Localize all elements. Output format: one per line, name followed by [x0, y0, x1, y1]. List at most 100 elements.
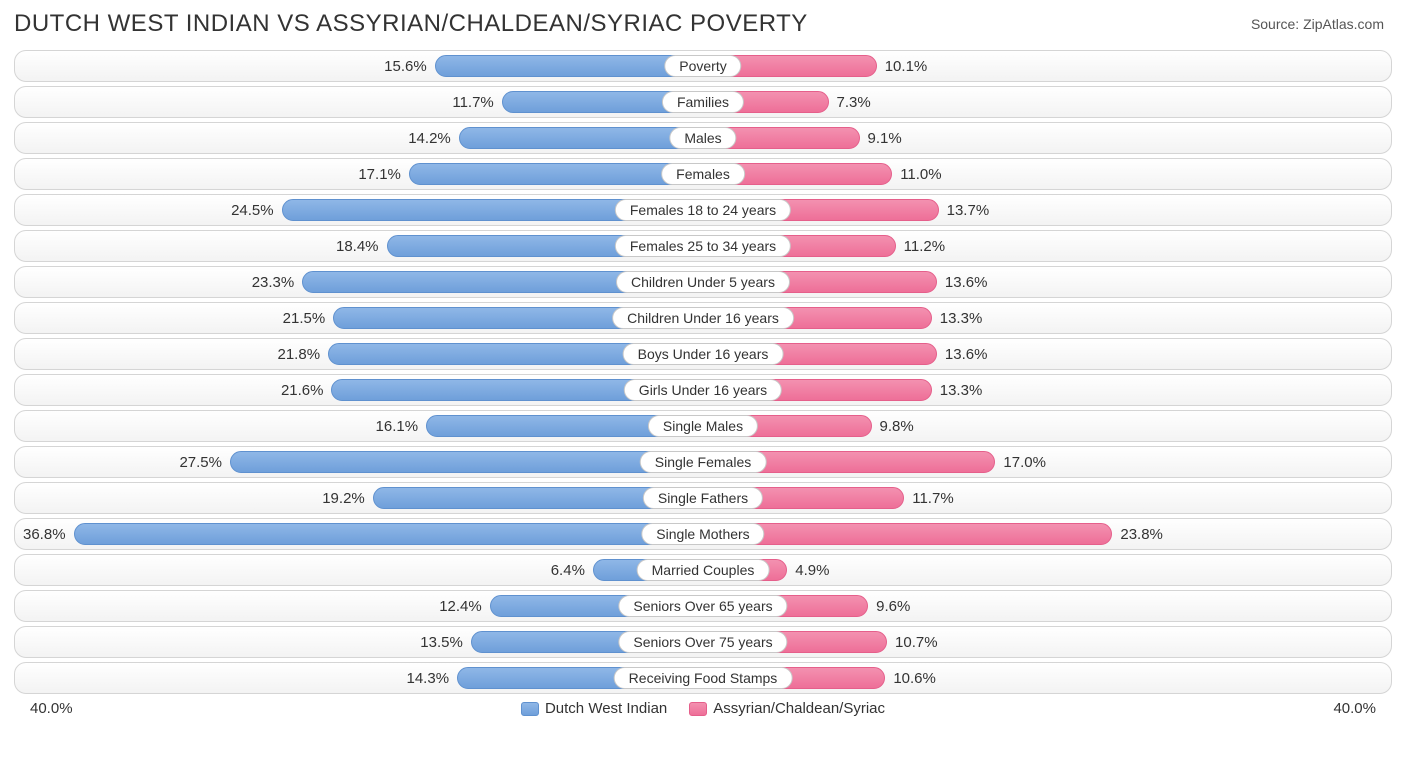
right-value-label: 13.6%	[937, 274, 996, 291]
left-value-label: 6.4%	[543, 562, 593, 579]
legend-label-left: Dutch West Indian	[545, 700, 667, 717]
row-left-half: 11.7%	[15, 87, 703, 117]
chart-row: 27.5% 17.0%Single Females	[14, 446, 1392, 478]
right-value-label: 11.7%	[904, 490, 961, 507]
row-left-half: 23.3%	[15, 267, 703, 297]
left-value-label: 21.5%	[275, 310, 334, 327]
right-value-label: 13.3%	[932, 310, 991, 327]
category-label: Single Males	[648, 415, 758, 437]
chart-row: 14.2% 9.1% Males	[14, 122, 1392, 154]
category-label: Girls Under 16 years	[624, 379, 782, 401]
chart-title: DUTCH WEST INDIAN VS ASSYRIAN/CHALDEAN/S…	[14, 10, 808, 38]
row-right-half: 23.8%	[703, 519, 1391, 549]
axis-max-left: 40.0%	[30, 700, 73, 717]
left-value-label: 17.1%	[350, 166, 409, 183]
left-value-label: 13.5%	[412, 634, 471, 651]
chart-header: DUTCH WEST INDIAN VS ASSYRIAN/CHALDEAN/S…	[0, 0, 1406, 46]
right-value-label: 13.3%	[932, 382, 991, 399]
row-left-half: 27.5%	[15, 447, 703, 477]
left-value-label: 15.6%	[376, 58, 435, 75]
row-right-half: 4.9%	[703, 555, 1391, 585]
left-value-label: 11.7%	[444, 94, 501, 111]
row-left-half: 24.5%	[15, 195, 703, 225]
row-right-half: 13.6%	[703, 339, 1391, 369]
row-right-half: 11.2%	[703, 231, 1391, 261]
right-value-label: 10.1%	[877, 58, 936, 75]
left-value-label: 36.8%	[15, 526, 74, 543]
row-left-half: 15.6%	[15, 51, 703, 81]
right-value-label: 9.1%	[860, 130, 910, 147]
chart-area: 15.6%10.1%Poverty11.7%7.3%Families14.2%9…	[0, 46, 1406, 694]
chart-footer: 40.0% Dutch West Indian Assyrian/Chaldea…	[0, 698, 1406, 717]
chart-row: 13.5% 10.7%Seniors Over 75 years	[14, 626, 1392, 658]
legend-label-right: Assyrian/Chaldean/Syriac	[713, 700, 885, 717]
right-value-label: 11.2%	[896, 238, 953, 255]
left-value-label: 21.6%	[273, 382, 332, 399]
right-value-label: 23.8%	[1112, 526, 1171, 543]
category-label: Children Under 5 years	[616, 271, 790, 293]
row-right-half: 13.3%	[703, 303, 1391, 333]
category-label: Single Mothers	[641, 523, 764, 545]
row-left-half: 18.4%	[15, 231, 703, 261]
left-value-label: 14.2%	[400, 130, 459, 147]
left-value-label: 23.3%	[244, 274, 303, 291]
row-right-half: 11.0%	[703, 159, 1391, 189]
row-left-half: 21.8%	[15, 339, 703, 369]
chart-row: 14.3%10.6%Receiving Food Stamps	[14, 662, 1392, 694]
left-value-label: 21.8%	[270, 346, 329, 363]
row-right-half: 11.7%	[703, 483, 1391, 513]
right-bar	[703, 523, 1112, 545]
category-label: Married Couples	[637, 559, 770, 581]
row-right-half: 17.0%	[703, 447, 1391, 477]
right-value-label: 13.7%	[939, 202, 998, 219]
category-label: Females	[661, 163, 745, 185]
row-left-half: 17.1%	[15, 159, 703, 189]
chart-row: 18.4% 11.2% Females 25 to 34 years	[14, 230, 1392, 262]
chart-source: Source: ZipAtlas.com	[1251, 16, 1384, 32]
row-right-half: 9.1%	[703, 123, 1391, 153]
right-value-label: 11.0%	[892, 166, 949, 183]
row-left-half: 6.4%	[15, 555, 703, 585]
left-bar	[409, 163, 703, 185]
right-value-label: 13.6%	[937, 346, 996, 363]
chart-row: 16.1% 9.8% Single Males	[14, 410, 1392, 442]
category-label: Boys Under 16 years	[623, 343, 784, 365]
chart-row: 11.7% 7.3% Families	[14, 86, 1392, 118]
chart-row: 23.3% 13.6% Children Under 5 years	[14, 266, 1392, 298]
row-left-half: 13.5%	[15, 627, 703, 657]
category-label: Females 25 to 34 years	[615, 235, 791, 257]
right-value-label: 10.6%	[885, 670, 944, 687]
left-value-label: 24.5%	[223, 202, 282, 219]
row-left-half: 14.2%	[15, 123, 703, 153]
category-label: Single Females	[640, 451, 767, 473]
left-bar	[459, 127, 703, 149]
legend-item-left: Dutch West Indian	[521, 700, 667, 717]
chart-row: 15.6%10.1%Poverty	[14, 50, 1392, 82]
row-right-half: 9.6%	[703, 591, 1391, 621]
chart-row: 19.2%11.7%Single Fathers	[14, 482, 1392, 514]
row-left-half: 21.5%	[15, 303, 703, 333]
left-bar	[435, 55, 703, 77]
left-value-label: 14.3%	[399, 670, 458, 687]
row-left-half: 14.3%	[15, 663, 703, 693]
row-right-half: 10.7%	[703, 627, 1391, 657]
row-right-half: 10.6%	[703, 663, 1391, 693]
category-label: Males	[669, 127, 736, 149]
left-value-label: 27.5%	[171, 454, 230, 471]
chart-row: 17.1% 11.0% Females	[14, 158, 1392, 190]
right-value-label: 9.8%	[872, 418, 922, 435]
row-left-half: 12.4%	[15, 591, 703, 621]
left-bar	[230, 451, 703, 473]
right-value-label: 7.3%	[829, 94, 879, 111]
chart-row: 21.6% 13.3% Girls Under 16 years	[14, 374, 1392, 406]
category-label: Females 18 to 24 years	[615, 199, 791, 221]
row-right-half: 10.1%	[703, 51, 1391, 81]
category-label: Seniors Over 75 years	[618, 631, 787, 653]
axis-max-right: 40.0%	[1333, 700, 1376, 717]
left-value-label: 16.1%	[368, 418, 427, 435]
left-bar	[74, 523, 703, 545]
row-left-half: 21.6%	[15, 375, 703, 405]
category-label: Families	[662, 91, 744, 113]
right-value-label: 9.6%	[868, 598, 918, 615]
legend-item-right: Assyrian/Chaldean/Syriac	[689, 700, 885, 717]
